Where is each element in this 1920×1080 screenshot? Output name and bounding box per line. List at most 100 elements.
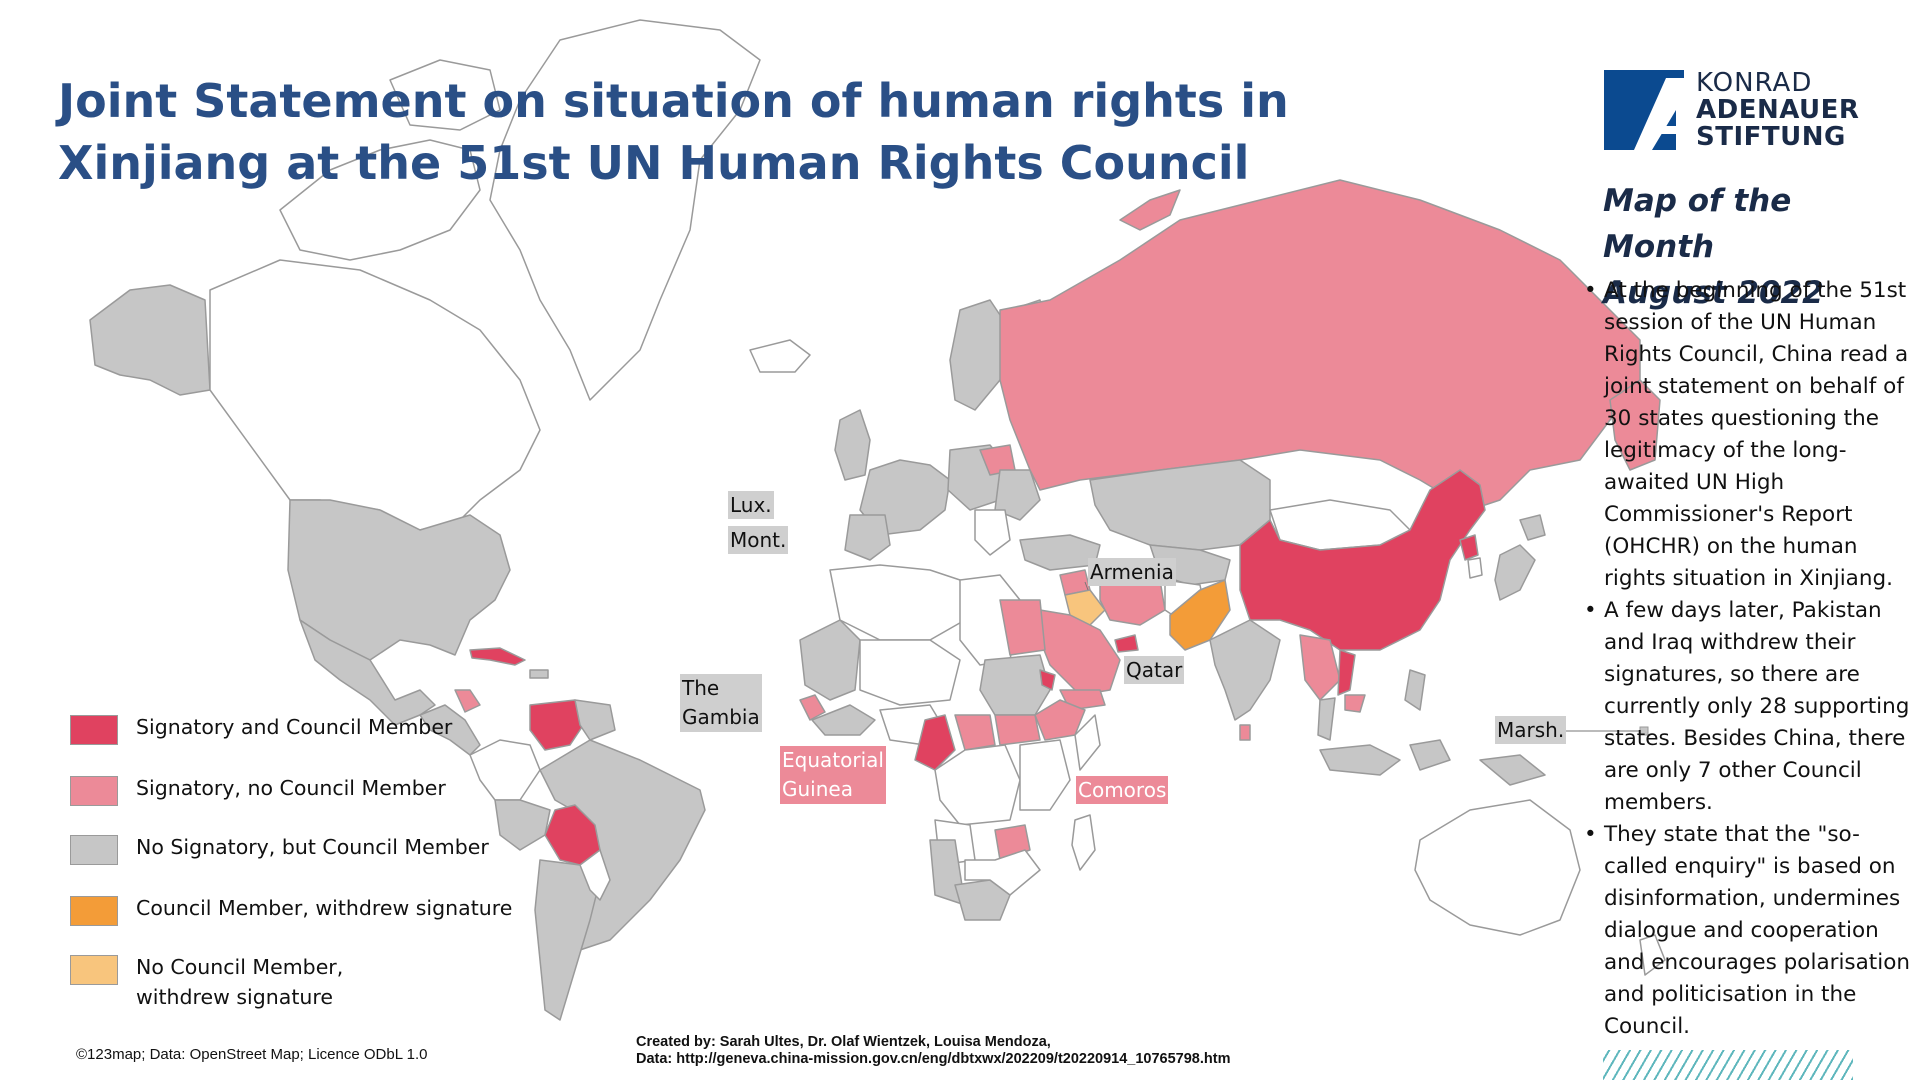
source-note: Created by: Sarah Ultes, Dr. Olaf Wientz… — [636, 1034, 1230, 1068]
iraq — [1064, 589, 1106, 626]
myanmar-laos — [1299, 634, 1341, 701]
label-eq-guinea-line-2: Guinea — [782, 777, 853, 801]
legend-label: Council Member, withdrew signature — [136, 896, 513, 920]
logo-line-1: KONRAD — [1696, 68, 1813, 98]
motm-line-1: Map of the Month — [1603, 183, 1792, 265]
legend-label-line-1: No Council Member, — [136, 955, 344, 979]
label-marshall-islands: Marsh. — [1495, 716, 1567, 744]
label-armenia: Armenia — [1088, 558, 1176, 586]
cameroon — [914, 714, 956, 771]
colombia — [469, 739, 541, 801]
scandinavia — [949, 299, 1011, 411]
label-gambia-line-2: Gambia — [682, 705, 760, 729]
south-sudan — [994, 714, 1041, 746]
japan-north — [1519, 514, 1546, 541]
legend-label-line-2: withdrew signature — [136, 985, 333, 1009]
cambodia — [1344, 694, 1366, 713]
logo-line-2: ADENAUER — [1696, 95, 1860, 125]
legend-label: No Signatory, but Council Member — [136, 835, 489, 859]
bullet-item: A few days later, Pakistan and Iraq with… — [1584, 595, 1914, 819]
uruguay-paraguay — [579, 849, 611, 901]
kas-logo: KONRAD ADENAUER STIFTUNG — [1604, 70, 1904, 151]
russia — [999, 179, 1641, 511]
page-title: Joint Statement on situation of human ri… — [58, 74, 1289, 190]
bullet-item: They state that the "so-called enquiry" … — [1584, 819, 1914, 1043]
source-line-1: Created by: Sarah Ultes, Dr. Olaf Wientz… — [636, 1034, 1051, 1050]
congo-drc — [934, 744, 1021, 826]
japan — [1494, 544, 1536, 601]
canadian-arctic — [279, 139, 481, 261]
arctic-island-2 — [389, 59, 501, 131]
mali-niger — [859, 639, 961, 706]
senegal-gambia — [799, 694, 826, 721]
summary-bullets: At the beginning of the 51st session of … — [1584, 275, 1914, 1043]
legend-label: Signatory and Council Member — [136, 715, 453, 739]
decorative-hatch — [1603, 1050, 1853, 1080]
west-africa — [799, 619, 861, 701]
legend-swatch — [70, 835, 118, 865]
india — [1209, 619, 1281, 721]
indonesia-1 — [1319, 744, 1401, 776]
china — [1239, 469, 1486, 651]
eritrea — [1039, 669, 1056, 691]
korea-south — [1467, 557, 1483, 579]
iberia — [844, 514, 891, 561]
greenland — [489, 19, 761, 401]
source-line-2: Data: http://geneva.china-mission.gov.cn… — [636, 1051, 1231, 1067]
somalia — [1074, 714, 1101, 771]
uk-ireland — [834, 409, 871, 481]
kas-logo-text: KONRAD ADENAUER STIFTUNG — [1696, 70, 1859, 151]
label-montenegro: Mont. — [728, 526, 789, 554]
madagascar — [1071, 814, 1096, 871]
label-comoros: Comoros — [1076, 776, 1169, 804]
legend-label: Signatory, no Council Member — [136, 776, 446, 800]
label-luxembourg: Lux. — [728, 491, 774, 519]
ethiopia — [1034, 699, 1086, 741]
iceland — [749, 339, 811, 373]
bullet-item: At the beginning of the 51st session of … — [1584, 275, 1914, 595]
label-eq-guinea-line-1: Equatorial — [782, 748, 884, 772]
east-africa — [1019, 739, 1071, 811]
vietnam — [1337, 649, 1356, 696]
kas-logo-mark — [1604, 70, 1684, 150]
central-america — [419, 704, 481, 756]
label-the-gambia: The Gambia — [680, 674, 762, 732]
mexico — [299, 619, 436, 726]
pakistan — [1169, 579, 1231, 651]
egypt — [999, 599, 1046, 656]
south-africa — [954, 879, 1011, 921]
sudan — [979, 654, 1051, 716]
southern-africa — [964, 849, 1041, 896]
armenia-leader — [1084, 581, 1089, 591]
uae — [1114, 634, 1139, 653]
legend-swatch — [70, 715, 118, 745]
guinea-region — [811, 704, 876, 736]
alaska — [89, 284, 211, 396]
guianas — [574, 699, 616, 741]
logo-line-3: STIFTUNG — [1696, 122, 1846, 152]
legend-swatch — [70, 896, 118, 926]
cuba — [469, 647, 526, 666]
legend-swatch — [70, 955, 118, 985]
car — [954, 714, 996, 751]
eastern-europe — [994, 469, 1041, 521]
north-korea — [1459, 534, 1479, 561]
russia-north-island — [1119, 189, 1181, 231]
philippines — [1404, 669, 1426, 711]
sri-lanka — [1239, 724, 1251, 741]
label-qatar: Qatar — [1124, 656, 1185, 684]
map-credit: ©123map; Data: OpenStreet Map; Licence O… — [76, 1046, 428, 1063]
thailand — [1317, 697, 1336, 741]
morocco-algeria — [829, 564, 966, 641]
label-gambia-line-1: The — [682, 676, 720, 700]
australia — [1414, 799, 1581, 936]
label-equatorial-guinea: Equatorial Guinea — [780, 746, 886, 804]
canada — [209, 259, 541, 531]
legend-swatch — [70, 776, 118, 806]
caribbean-islands — [529, 669, 549, 679]
nicaragua — [454, 689, 481, 713]
indonesia-2 — [1409, 739, 1451, 771]
new-guinea — [1479, 754, 1546, 786]
balkans — [974, 509, 1011, 556]
